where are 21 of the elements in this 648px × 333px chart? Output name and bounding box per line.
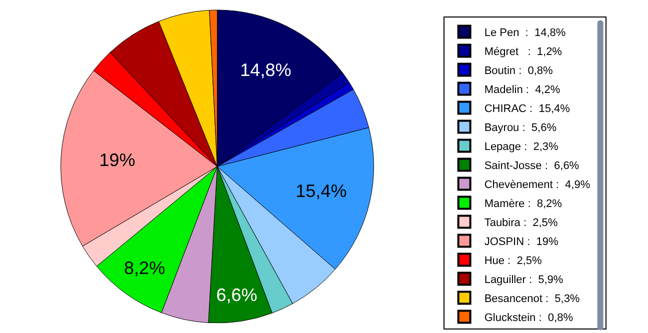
legend-label: Mamère : 8,2% bbox=[484, 198, 562, 210]
data-label: 19% bbox=[99, 150, 136, 170]
legend-label: Boutin : 0,8% bbox=[484, 65, 554, 78]
data-label: 8,2% bbox=[124, 258, 166, 278]
legend-label: Lepage : 2,3% bbox=[484, 141, 559, 154]
legend-label: Laguiller : 5,9% bbox=[484, 274, 564, 286]
legend-label: Saint-Josse : 6,6% bbox=[484, 160, 580, 172]
legend-label: Taubira : 2,5% bbox=[484, 217, 558, 230]
legend-label: Besancenot : 5,3% bbox=[484, 293, 580, 306]
legend-label: Hue : 2,5% bbox=[484, 255, 542, 268]
legend-label: Chevènement : 4,9% bbox=[484, 179, 590, 192]
legend-label: CHIRAC : 15,4% bbox=[484, 103, 570, 116]
data-label: 6,6% bbox=[216, 284, 258, 305]
legend-label: Mégret : 1,2% bbox=[484, 46, 562, 58]
legend-label: Le Pen : 14,8% bbox=[484, 27, 566, 40]
data-label: 15,4% bbox=[296, 181, 347, 202]
data-label: 14,8% bbox=[240, 60, 292, 80]
legend-label: JOSPIN : 19% bbox=[484, 236, 559, 248]
legend-label: Madelin : 4,2% bbox=[484, 84, 560, 96]
legend-label: Bayrou : 5,6% bbox=[484, 122, 557, 134]
legend-label: Gluckstein : 0,8% bbox=[484, 312, 574, 324]
